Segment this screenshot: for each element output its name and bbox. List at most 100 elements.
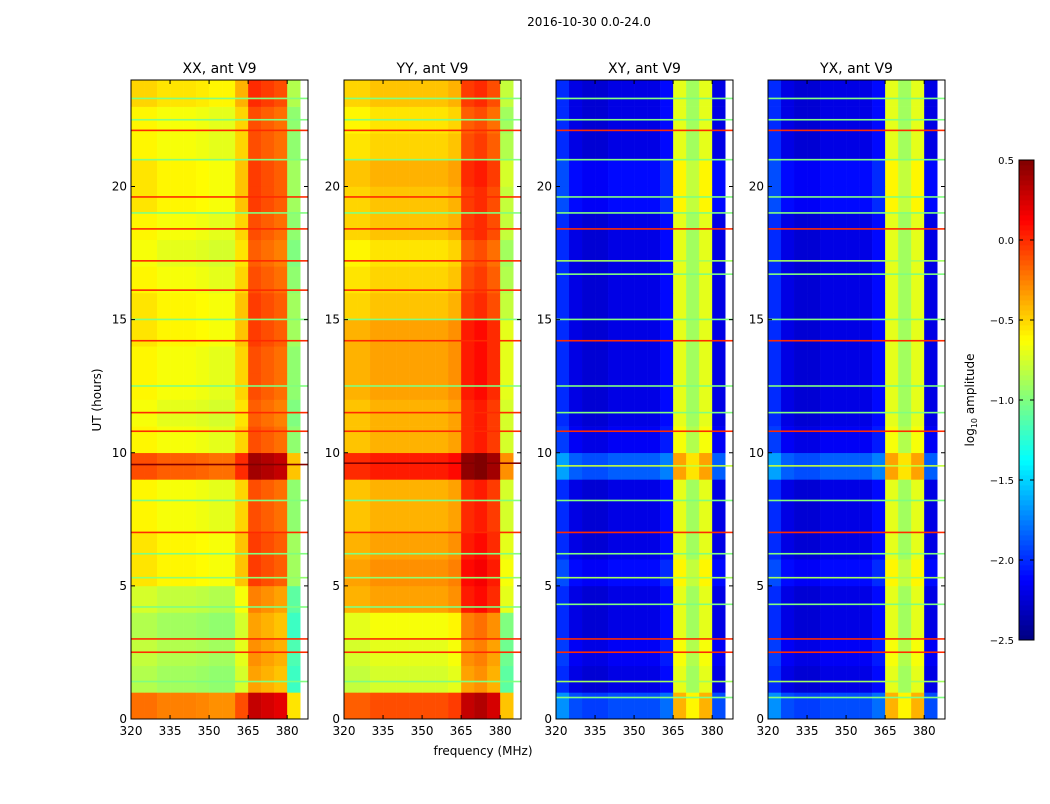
heatmap-cell <box>660 239 674 267</box>
heatmap-cell <box>911 213 925 241</box>
heatmap-cell <box>474 346 488 374</box>
heatmap-cell <box>357 479 371 507</box>
colorbar-swatch <box>1019 530 1034 536</box>
heatmap-cell <box>422 612 436 640</box>
heatmap-cell <box>274 266 288 294</box>
heatmap-cell <box>569 159 583 187</box>
heatmap-cell <box>196 452 210 480</box>
heatmap-cell <box>157 213 171 241</box>
heatmap-cell <box>898 133 912 161</box>
heatmap-cell <box>911 665 925 693</box>
colorbar-swatch <box>1019 245 1034 251</box>
heatmap-cell <box>274 186 288 214</box>
heatmap-cell <box>500 293 514 320</box>
heatmap-cell <box>500 346 514 374</box>
heatmap-cell <box>924 239 938 267</box>
heatmap-cell <box>222 452 236 480</box>
heatmap-cell <box>569 213 583 241</box>
heatmap-cell <box>569 186 583 214</box>
heatmap-cell <box>673 346 687 374</box>
heatmap-cell <box>370 186 384 214</box>
flag-line <box>344 129 521 132</box>
heatmap-cell <box>634 293 648 320</box>
heatmap-cell <box>712 692 726 720</box>
y-tick-label: 10 <box>749 446 764 460</box>
heatmap-cell <box>556 239 570 267</box>
heatmap-cell <box>370 80 384 107</box>
heatmap-cell <box>170 506 184 533</box>
heatmap-cell <box>170 559 184 587</box>
colorbar-swatch <box>1019 605 1034 611</box>
heatmap-cell <box>712 559 726 587</box>
heatmap-cell <box>846 426 860 454</box>
heatmap-cell <box>183 665 197 693</box>
y-tick-label: 5 <box>119 579 127 593</box>
heatmap-cell <box>781 319 795 347</box>
heatmap-cell <box>924 319 938 347</box>
heatmap-cell <box>344 559 358 587</box>
colorbar-swatch <box>1019 200 1034 206</box>
y-tick-label: 0 <box>544 712 552 726</box>
flag-line <box>556 576 733 579</box>
colorbar-swatch <box>1019 330 1034 336</box>
heatmap-cell <box>131 186 145 214</box>
heatmap-cell <box>712 133 726 161</box>
colorbar-swatch <box>1019 230 1034 236</box>
heatmap-cell <box>833 532 847 560</box>
heatmap-cell <box>209 133 223 161</box>
heatmap-cell <box>487 239 501 267</box>
heatmap-cell <box>556 133 570 161</box>
flag-line <box>556 118 733 121</box>
colorbar-swatch <box>1019 620 1034 626</box>
heatmap-cell <box>383 293 397 320</box>
heatmap-cell <box>396 133 410 161</box>
heatmap-cell <box>781 506 795 533</box>
heatmap-cell <box>621 506 635 533</box>
heatmap-cell <box>673 532 687 560</box>
heatmap-cell <box>235 266 249 294</box>
heatmap-cell <box>820 239 834 267</box>
flag-line <box>131 576 308 579</box>
colorbar-swatch <box>1019 255 1034 261</box>
heatmap-cell <box>712 532 726 560</box>
heatmap-cell <box>647 692 661 720</box>
heatmap-cell <box>794 133 808 161</box>
flag-line <box>556 680 733 683</box>
heatmap-cell <box>781 585 795 613</box>
heatmap-cell <box>781 426 795 454</box>
heatmap-cell <box>448 319 462 347</box>
heatmap-cell <box>898 426 912 454</box>
heatmap-cell <box>673 612 687 640</box>
heatmap-cell <box>370 319 384 347</box>
colorbar-swatch <box>1019 610 1034 616</box>
x-tick-label: 320 <box>757 724 780 738</box>
flag-line <box>131 463 308 466</box>
heatmap-cell <box>409 426 423 454</box>
heatmap-cell <box>196 80 210 107</box>
heatmap-cell <box>222 426 236 454</box>
heatmap-cell <box>911 559 925 587</box>
flag-line <box>131 499 308 502</box>
heatmap-cell <box>621 213 635 241</box>
heatmap-cell <box>500 585 514 613</box>
heatmap-cell <box>807 239 821 267</box>
heatmap-cell <box>370 585 384 613</box>
x-tick-label: 380 <box>276 724 299 738</box>
heatmap-cell <box>924 80 938 107</box>
heatmap-cell <box>595 346 609 374</box>
heatmap-cell <box>898 479 912 507</box>
flag-line <box>768 260 945 262</box>
heatmap-cell <box>357 426 371 454</box>
colorbar-swatch <box>1019 600 1034 606</box>
heatmap-cell <box>209 293 223 320</box>
heatmap-cell <box>556 186 570 214</box>
panel-yx: YX, ant V9 320 335 350 365 380 0 5 10 15 20 <box>749 61 946 738</box>
heatmap-cell <box>383 239 397 267</box>
heatmap-cell <box>222 213 236 241</box>
heatmap-cell <box>660 506 674 533</box>
heatmap-cell <box>157 559 171 587</box>
heatmap-cell <box>435 159 449 187</box>
colorbar-swatch <box>1019 450 1034 456</box>
heatmap-cell <box>170 213 184 241</box>
